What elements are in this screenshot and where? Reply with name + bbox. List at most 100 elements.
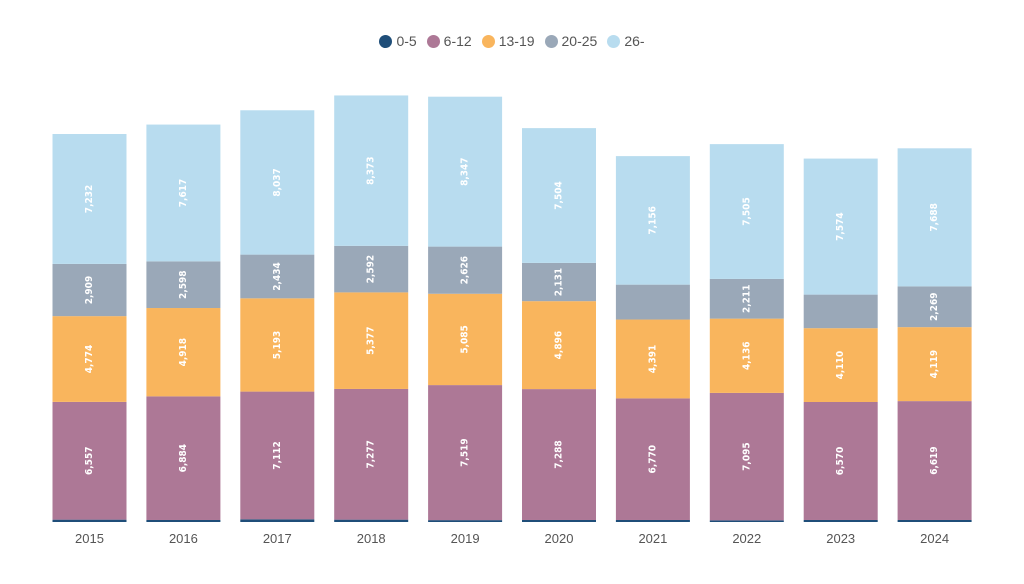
bar-segment-2016-0-5[interactable] <box>146 519 221 522</box>
data-label: 7,505 <box>741 197 752 225</box>
bar-segment-2024-13-19[interactable] <box>897 327 972 402</box>
legend-swatch <box>426 34 440 48</box>
bar-segment-2015-6-12[interactable] <box>52 401 127 520</box>
data-label: 8,037 <box>272 168 283 196</box>
bar-segment-2015-13-19[interactable] <box>52 316 127 402</box>
data-label: 6,619 <box>929 446 940 474</box>
bar-segment-2016-13-19[interactable] <box>146 308 221 397</box>
data-label: 2,131 <box>554 268 565 296</box>
bar-segment-2022-13-19[interactable] <box>709 318 784 393</box>
bar-segment-2018-13-19[interactable] <box>334 292 409 389</box>
data-label: 7,232 <box>84 185 95 213</box>
bar-segment-2024-26-[interactable] <box>897 148 972 287</box>
x-tick-label: 2016 <box>169 531 198 546</box>
bar-segment-2022-20-25[interactable] <box>709 278 784 319</box>
bar-segment-2024-0-5[interactable] <box>897 519 972 522</box>
data-label: 4,774 <box>84 345 95 373</box>
legend-item-2[interactable]: 13-19 <box>481 33 535 49</box>
data-label: 2,211 <box>741 285 752 313</box>
data-label: 4,110 <box>835 351 846 379</box>
data-label: 7,095 <box>741 442 752 470</box>
bar-segment-2015-26-[interactable] <box>52 134 127 264</box>
bar-segment-2015-0-5[interactable] <box>52 519 127 522</box>
data-label: 7,519 <box>460 438 471 466</box>
bar-segment-2018-26-[interactable] <box>334 95 409 246</box>
bar-segment-2024-6-12[interactable] <box>897 401 972 520</box>
data-label: 8,347 <box>460 157 471 185</box>
data-label: 5,193 <box>272 331 283 359</box>
data-label: 2,592 <box>366 255 377 283</box>
legend-label: 6-12 <box>443 33 472 49</box>
data-label: 5,085 <box>460 325 471 353</box>
x-tick-label: 2018 <box>357 531 386 546</box>
data-label: 4,119 <box>929 350 940 378</box>
legend-swatch <box>481 34 495 48</box>
legend-item-0[interactable]: 0-5 <box>379 33 417 49</box>
bar-segment-2020-26-[interactable] <box>522 128 596 263</box>
bar-segment-2019-26-[interactable] <box>428 96 503 247</box>
bar-segment-2024-20-25[interactable] <box>897 286 972 328</box>
legend-item-4[interactable]: 26- <box>607 33 645 49</box>
legend-item-3[interactable]: 20-25 <box>544 33 597 49</box>
bar-segment-2021-26-[interactable] <box>615 156 690 285</box>
bar-segment-2017-26-[interactable] <box>240 110 315 255</box>
data-label: 7,112 <box>272 441 283 469</box>
data-label: 6,770 <box>647 445 658 473</box>
bar-segment-2020-20-25[interactable] <box>522 262 596 302</box>
legend-item-1[interactable]: 6-12 <box>426 33 472 49</box>
data-label: 2,909 <box>84 276 95 304</box>
bar-segment-2015-20-25[interactable] <box>52 263 127 317</box>
bar-segment-2021-13-19[interactable] <box>615 319 690 399</box>
data-label: 7,156 <box>647 206 658 234</box>
data-label: 7,288 <box>554 440 565 468</box>
data-label: 2,434 <box>272 262 283 290</box>
bar-segment-2022-6-12[interactable] <box>709 392 784 521</box>
bar-segment-2019-13-19[interactable] <box>428 293 503 386</box>
bar-segment-2020-0-5[interactable] <box>522 519 596 522</box>
bar-segment-2016-20-25[interactable] <box>146 261 221 309</box>
bar-segment-2019-6-12[interactable] <box>428 385 503 521</box>
data-label: 8,373 <box>366 156 377 184</box>
bar-segment-2019-0-5[interactable] <box>428 520 503 522</box>
bar-segment-2022-0-5[interactable] <box>709 520 784 522</box>
bar-segment-2022-26-[interactable] <box>709 144 784 279</box>
x-tick-label: 2024 <box>920 531 949 546</box>
x-tick-label: 2023 <box>826 531 855 546</box>
x-tick-label: 2019 <box>451 531 480 546</box>
bar-segment-2017-6-12[interactable] <box>240 391 315 520</box>
bar-segment-2017-20-25[interactable] <box>240 254 315 299</box>
bar-segment-2018-6-12[interactable] <box>334 388 409 520</box>
data-label: 4,896 <box>554 331 565 359</box>
data-label: 6,557 <box>84 447 95 475</box>
bar-segment-2021-20-25[interactable] <box>615 284 690 320</box>
bar-segment-2021-0-5[interactable] <box>615 519 690 522</box>
bar-segment-2023-0-5[interactable] <box>803 519 878 522</box>
bar-segment-2017-13-19[interactable] <box>240 298 315 392</box>
bar-segment-2020-6-12[interactable] <box>522 389 596 520</box>
data-label: 7,688 <box>929 203 940 231</box>
data-label: 2,598 <box>178 270 189 298</box>
legend-swatch <box>607 34 621 48</box>
bar-segment-2017-0-5[interactable] <box>240 519 315 522</box>
bar-segment-2018-20-25[interactable] <box>334 245 409 293</box>
bar-segment-2023-13-19[interactable] <box>803 328 878 402</box>
bar-segment-2023-26-[interactable] <box>803 158 878 295</box>
x-tick-label: 2021 <box>638 531 667 546</box>
bar-segment-2016-6-12[interactable] <box>146 396 221 520</box>
bar-segment-2023-6-12[interactable] <box>803 401 878 520</box>
legend-swatch <box>379 34 393 48</box>
data-label: 2,269 <box>929 293 940 321</box>
bar-segment-2016-26-[interactable] <box>146 124 221 262</box>
x-tick-label: 2017 <box>263 531 292 546</box>
bar-segment-2019-20-25[interactable] <box>428 246 503 294</box>
data-label: 5,377 <box>366 326 377 354</box>
bar-segment-2021-6-12[interactable] <box>615 398 690 520</box>
data-label: 2,626 <box>460 256 471 284</box>
bar-segment-2018-0-5[interactable] <box>334 519 409 522</box>
data-label: 7,574 <box>835 212 846 240</box>
data-label: 6,570 <box>835 447 846 475</box>
x-tick-label: 2020 <box>545 531 574 546</box>
bar-segment-2020-13-19[interactable] <box>522 301 596 390</box>
bar-segment-2023-20-25[interactable] <box>803 294 878 329</box>
data-label: 7,504 <box>554 181 565 209</box>
